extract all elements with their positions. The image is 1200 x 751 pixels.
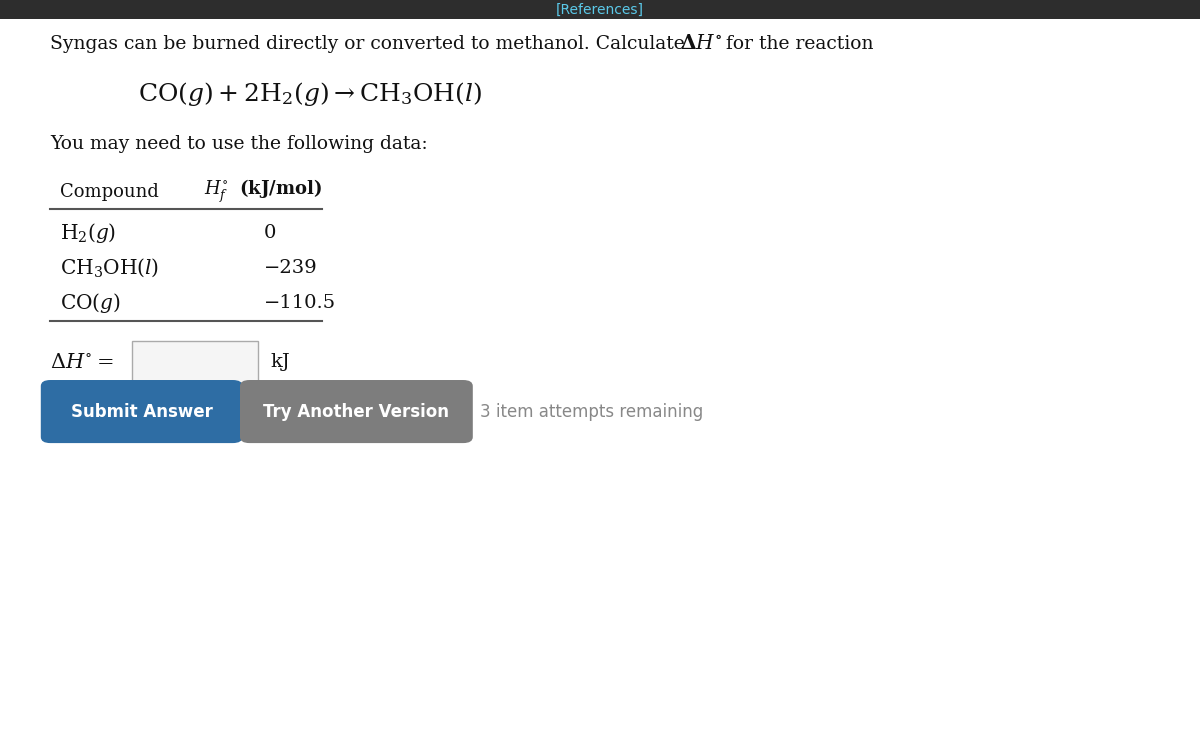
Text: for the reaction: for the reaction bbox=[720, 35, 874, 53]
Text: $\mathbf{\Delta \mathit{H}^{\circ}}$: $\mathbf{\Delta \mathit{H}^{\circ}}$ bbox=[680, 34, 722, 53]
Text: Try Another Version: Try Another Version bbox=[264, 403, 449, 421]
Text: $\Delta H^{\circ} =$: $\Delta H^{\circ} =$ bbox=[50, 352, 114, 372]
Text: $\mathrm{CO}(g)$: $\mathrm{CO}(g)$ bbox=[60, 291, 121, 315]
Text: Compound: Compound bbox=[60, 182, 158, 201]
Text: You may need to use the following data:: You may need to use the following data: bbox=[50, 135, 428, 153]
Text: Submit Answer: Submit Answer bbox=[71, 403, 212, 421]
Text: 3 item attempts remaining: 3 item attempts remaining bbox=[480, 403, 703, 421]
Text: 0: 0 bbox=[264, 224, 276, 242]
Text: [References]: [References] bbox=[556, 2, 644, 17]
Text: $\mathrm{H}_2(g)$: $\mathrm{H}_2(g)$ bbox=[60, 221, 116, 245]
Text: −239: −239 bbox=[264, 259, 318, 277]
Text: Syngas can be burned directly or converted to methanol. Calculate: Syngas can be burned directly or convert… bbox=[50, 35, 691, 53]
Text: $\mathrm{CO}(g) + 2\mathrm{H}_2(g) \rightarrow \mathrm{CH}_3\mathrm{OH}(l)$: $\mathrm{CO}(g) + 2\mathrm{H}_2(g) \righ… bbox=[138, 80, 482, 108]
Text: $H_f^{\circ}$  $\mathbf{(kJ/mol)}$: $H_f^{\circ}$ $\mathbf{(kJ/mol)}$ bbox=[204, 178, 322, 205]
Text: −110.5: −110.5 bbox=[264, 294, 336, 312]
Text: kJ: kJ bbox=[270, 353, 289, 371]
Text: $\mathrm{CH}_3\mathrm{OH}(l)$: $\mathrm{CH}_3\mathrm{OH}(l)$ bbox=[60, 257, 160, 279]
